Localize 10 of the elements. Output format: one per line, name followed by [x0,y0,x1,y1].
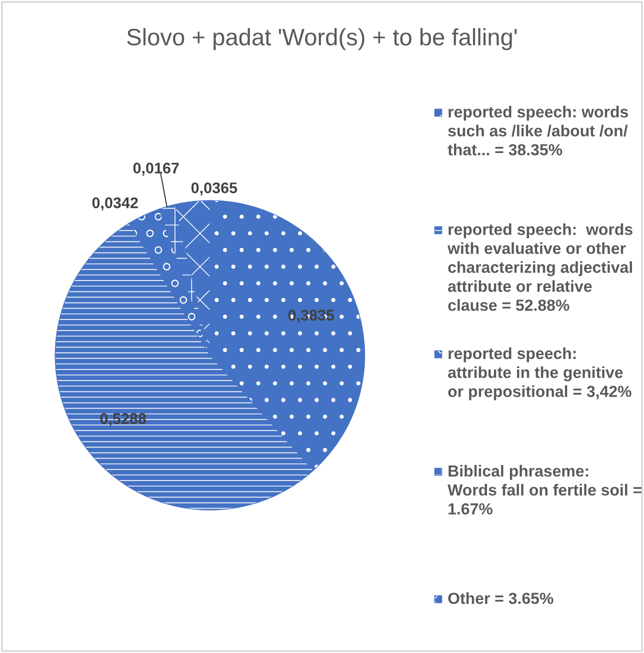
legend-label: reported speech: words such as /like /about /on/ that... = 38.35% [448,106,628,156]
legend-label: Biblical phraseme: Words fall on fertile soil = 1.67% [448,464,642,515]
chart-title: Slovo + padat 'Word(s) + to be falling' [127,28,517,50]
data-label: 0,3835 [288,310,334,323]
data-label: 0,0342 [92,197,138,210]
data-label: 0,0167 [133,162,179,176]
data-label: 0,0365 [191,182,238,196]
legend-label: reported speech: attribute in the genitive or prepositional = 3,42% [448,347,632,400]
legend-label: reported speech: words with evaluative or other characterizing adjectival attribute or relative clause = 52.88% [448,223,632,311]
legend-label: Other = 3.65% [448,592,554,604]
